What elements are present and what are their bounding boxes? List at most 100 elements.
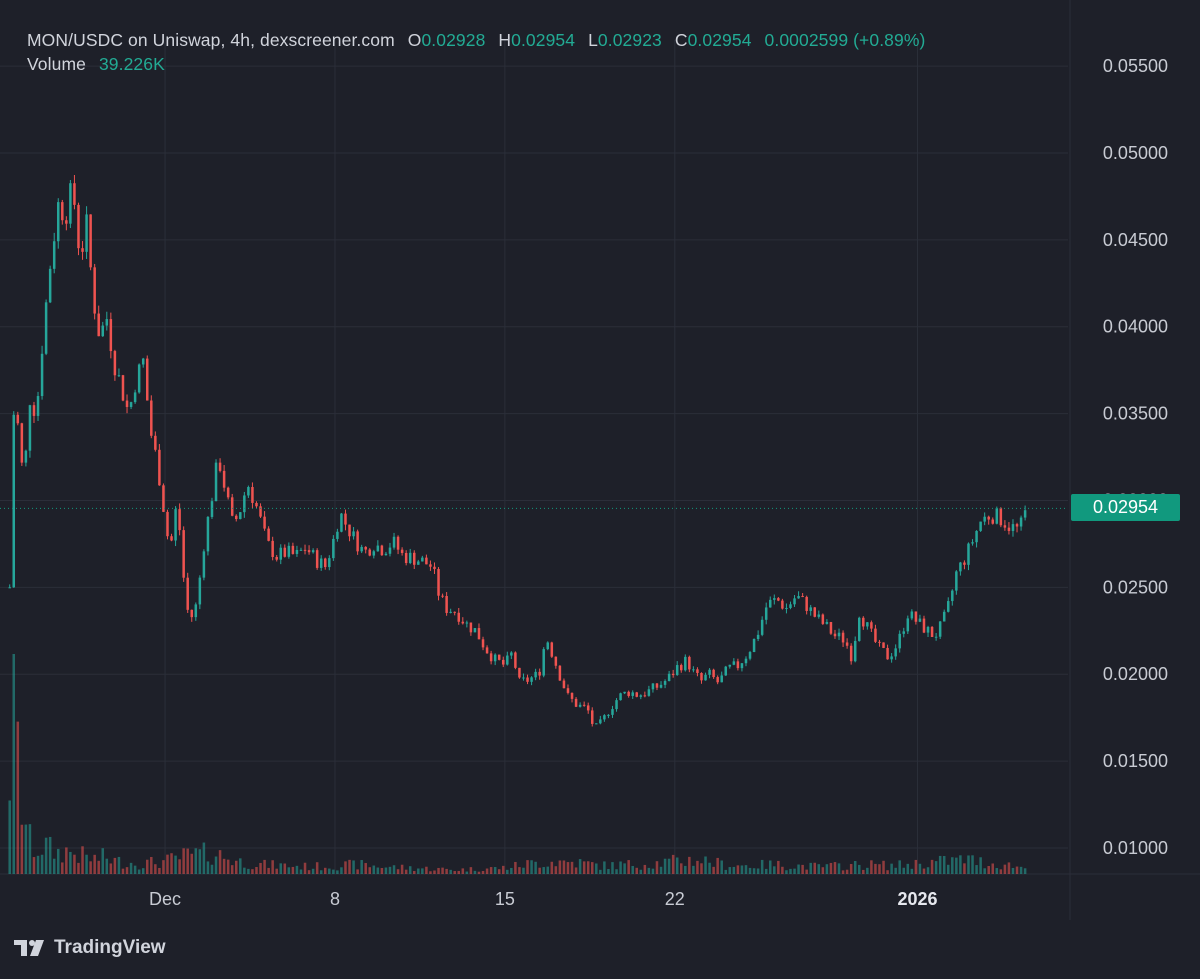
- volume-bar: [752, 868, 756, 874]
- low-label: L: [588, 30, 598, 50]
- volume-bar: [1023, 868, 1027, 874]
- last-price-label: 0.02954: [1071, 494, 1180, 521]
- candle-body: [570, 692, 574, 699]
- volume-bar: [510, 867, 513, 874]
- candle-body: [971, 542, 974, 544]
- volume-bar: [61, 862, 64, 874]
- candle-body: [154, 435, 157, 450]
- candle-body: [870, 622, 873, 629]
- candle-body: [251, 487, 254, 503]
- tradingview-branding[interactable]: TradingView: [14, 936, 166, 960]
- tradingview-logo-icon: [14, 940, 44, 956]
- volume-bar: [239, 858, 242, 874]
- volume-bar: [684, 865, 687, 874]
- volume-bar: [202, 842, 206, 874]
- volume-bar: [570, 861, 574, 874]
- candle-body: [736, 661, 740, 669]
- candle-body: [125, 400, 129, 407]
- time-tick-label: 15: [495, 889, 515, 909]
- candle-body: [805, 596, 808, 611]
- volume-bar: [81, 846, 84, 874]
- candle-body: [48, 268, 52, 303]
- volume-bar: [789, 868, 792, 874]
- volume-bar: [489, 867, 493, 874]
- volume-bar: [117, 856, 121, 874]
- candle-body: [562, 680, 566, 689]
- volume-bar: [44, 837, 48, 874]
- candle-body: [315, 550, 319, 568]
- candle-body: [352, 531, 355, 537]
- volume-bar: [36, 855, 40, 874]
- candle-body: [534, 671, 537, 678]
- volume-bar: [643, 864, 647, 874]
- candle-body: [186, 577, 189, 610]
- candle-body: [392, 536, 396, 548]
- volume-label: Volume: [27, 54, 86, 74]
- volume-bar: [24, 824, 28, 874]
- candle-body: [659, 684, 663, 688]
- volume-bar: [603, 861, 606, 874]
- volume-bar: [453, 871, 456, 874]
- volume-bar: [146, 859, 149, 874]
- candle-body: [441, 595, 444, 597]
- volume-bar: [599, 869, 602, 874]
- candle-body: [417, 561, 420, 565]
- volume-bar: [756, 868, 760, 874]
- volume-bar: [12, 654, 16, 874]
- volume-bar: [275, 868, 278, 874]
- candle-body: [906, 618, 910, 632]
- volume-bar: [554, 866, 558, 874]
- brand-name: TradingView: [54, 937, 166, 958]
- volume-bar: [129, 862, 133, 874]
- volume-bar: [372, 865, 376, 874]
- axes: 0.055000.050000.045000.040000.035000.030…: [0, 56, 1168, 909]
- candle-body: [894, 648, 897, 657]
- candle-body: [206, 516, 210, 552]
- candle-body: [28, 405, 32, 451]
- volume-bar: [550, 861, 554, 874]
- volume-bar: [421, 868, 424, 874]
- candle-body: [73, 183, 76, 205]
- candle-body: [793, 598, 796, 605]
- candle-body: [174, 509, 177, 541]
- volume-bar: [235, 860, 238, 874]
- volume-bar: [485, 868, 489, 874]
- volume-bars: [8, 654, 1027, 874]
- volume-bar: [862, 869, 865, 874]
- candle-body: [1011, 524, 1015, 531]
- volume-bar: [408, 866, 412, 874]
- candle-body: [303, 549, 307, 551]
- volume-bar: [1007, 862, 1011, 874]
- volume-bar: [324, 867, 327, 874]
- volume-bar: [497, 869, 501, 874]
- symbol-title: MON/USDC on Uniswap, 4h, dexscreener.com: [27, 30, 395, 50]
- candle-body: [105, 319, 109, 326]
- candle-body: [930, 626, 934, 637]
- volume-bar: [809, 862, 812, 874]
- volume-bar: [141, 868, 145, 874]
- candle-body: [728, 664, 732, 667]
- candle-body: [449, 611, 452, 613]
- candle-body: [611, 709, 614, 715]
- candle-body: [582, 704, 586, 706]
- volume-bar: [922, 868, 926, 874]
- candle-body: [263, 516, 266, 529]
- volume-bar: [882, 860, 885, 874]
- volume-bar: [28, 824, 32, 874]
- candle-body: [287, 545, 291, 557]
- volume-bar: [607, 869, 610, 874]
- candle-body: [825, 622, 829, 624]
- candle-body: [716, 677, 719, 683]
- volume-bar: [671, 854, 675, 874]
- candle-body: [922, 618, 926, 633]
- candle-body: [461, 621, 465, 624]
- candle-body: [785, 607, 788, 609]
- volume-bar: [328, 868, 331, 874]
- candle-body: [93, 267, 96, 314]
- volume-bar: [230, 865, 234, 874]
- volume-bar: [437, 867, 440, 874]
- volume-bar: [101, 848, 105, 874]
- candle-body: [267, 528, 270, 541]
